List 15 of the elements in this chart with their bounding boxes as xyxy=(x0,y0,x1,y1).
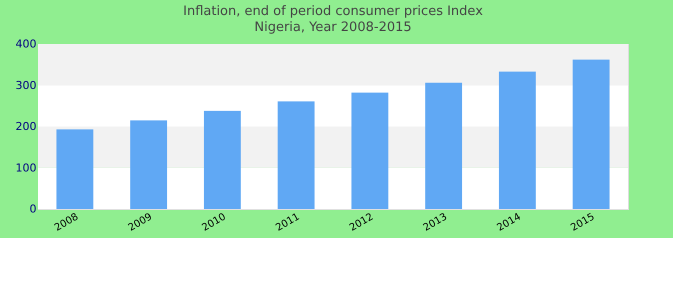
chart-subtitle: Nigeria, Year 2008-2015 xyxy=(254,20,412,35)
y-tick-label: 100 xyxy=(16,161,36,174)
bar xyxy=(572,60,610,209)
y-tick-label: 0 xyxy=(30,202,36,216)
y-tick-label: 200 xyxy=(16,120,36,133)
bar xyxy=(498,72,536,209)
chart-title: Inflation, end of period consumer prices Index xyxy=(183,4,484,19)
bar xyxy=(130,120,168,209)
y-tick-label: 400 xyxy=(16,38,36,50)
bar xyxy=(278,101,315,209)
bar xyxy=(204,110,241,209)
bar xyxy=(425,82,462,209)
bar xyxy=(56,129,94,209)
y-tick-label: 300 xyxy=(16,78,36,92)
bar xyxy=(351,92,388,209)
